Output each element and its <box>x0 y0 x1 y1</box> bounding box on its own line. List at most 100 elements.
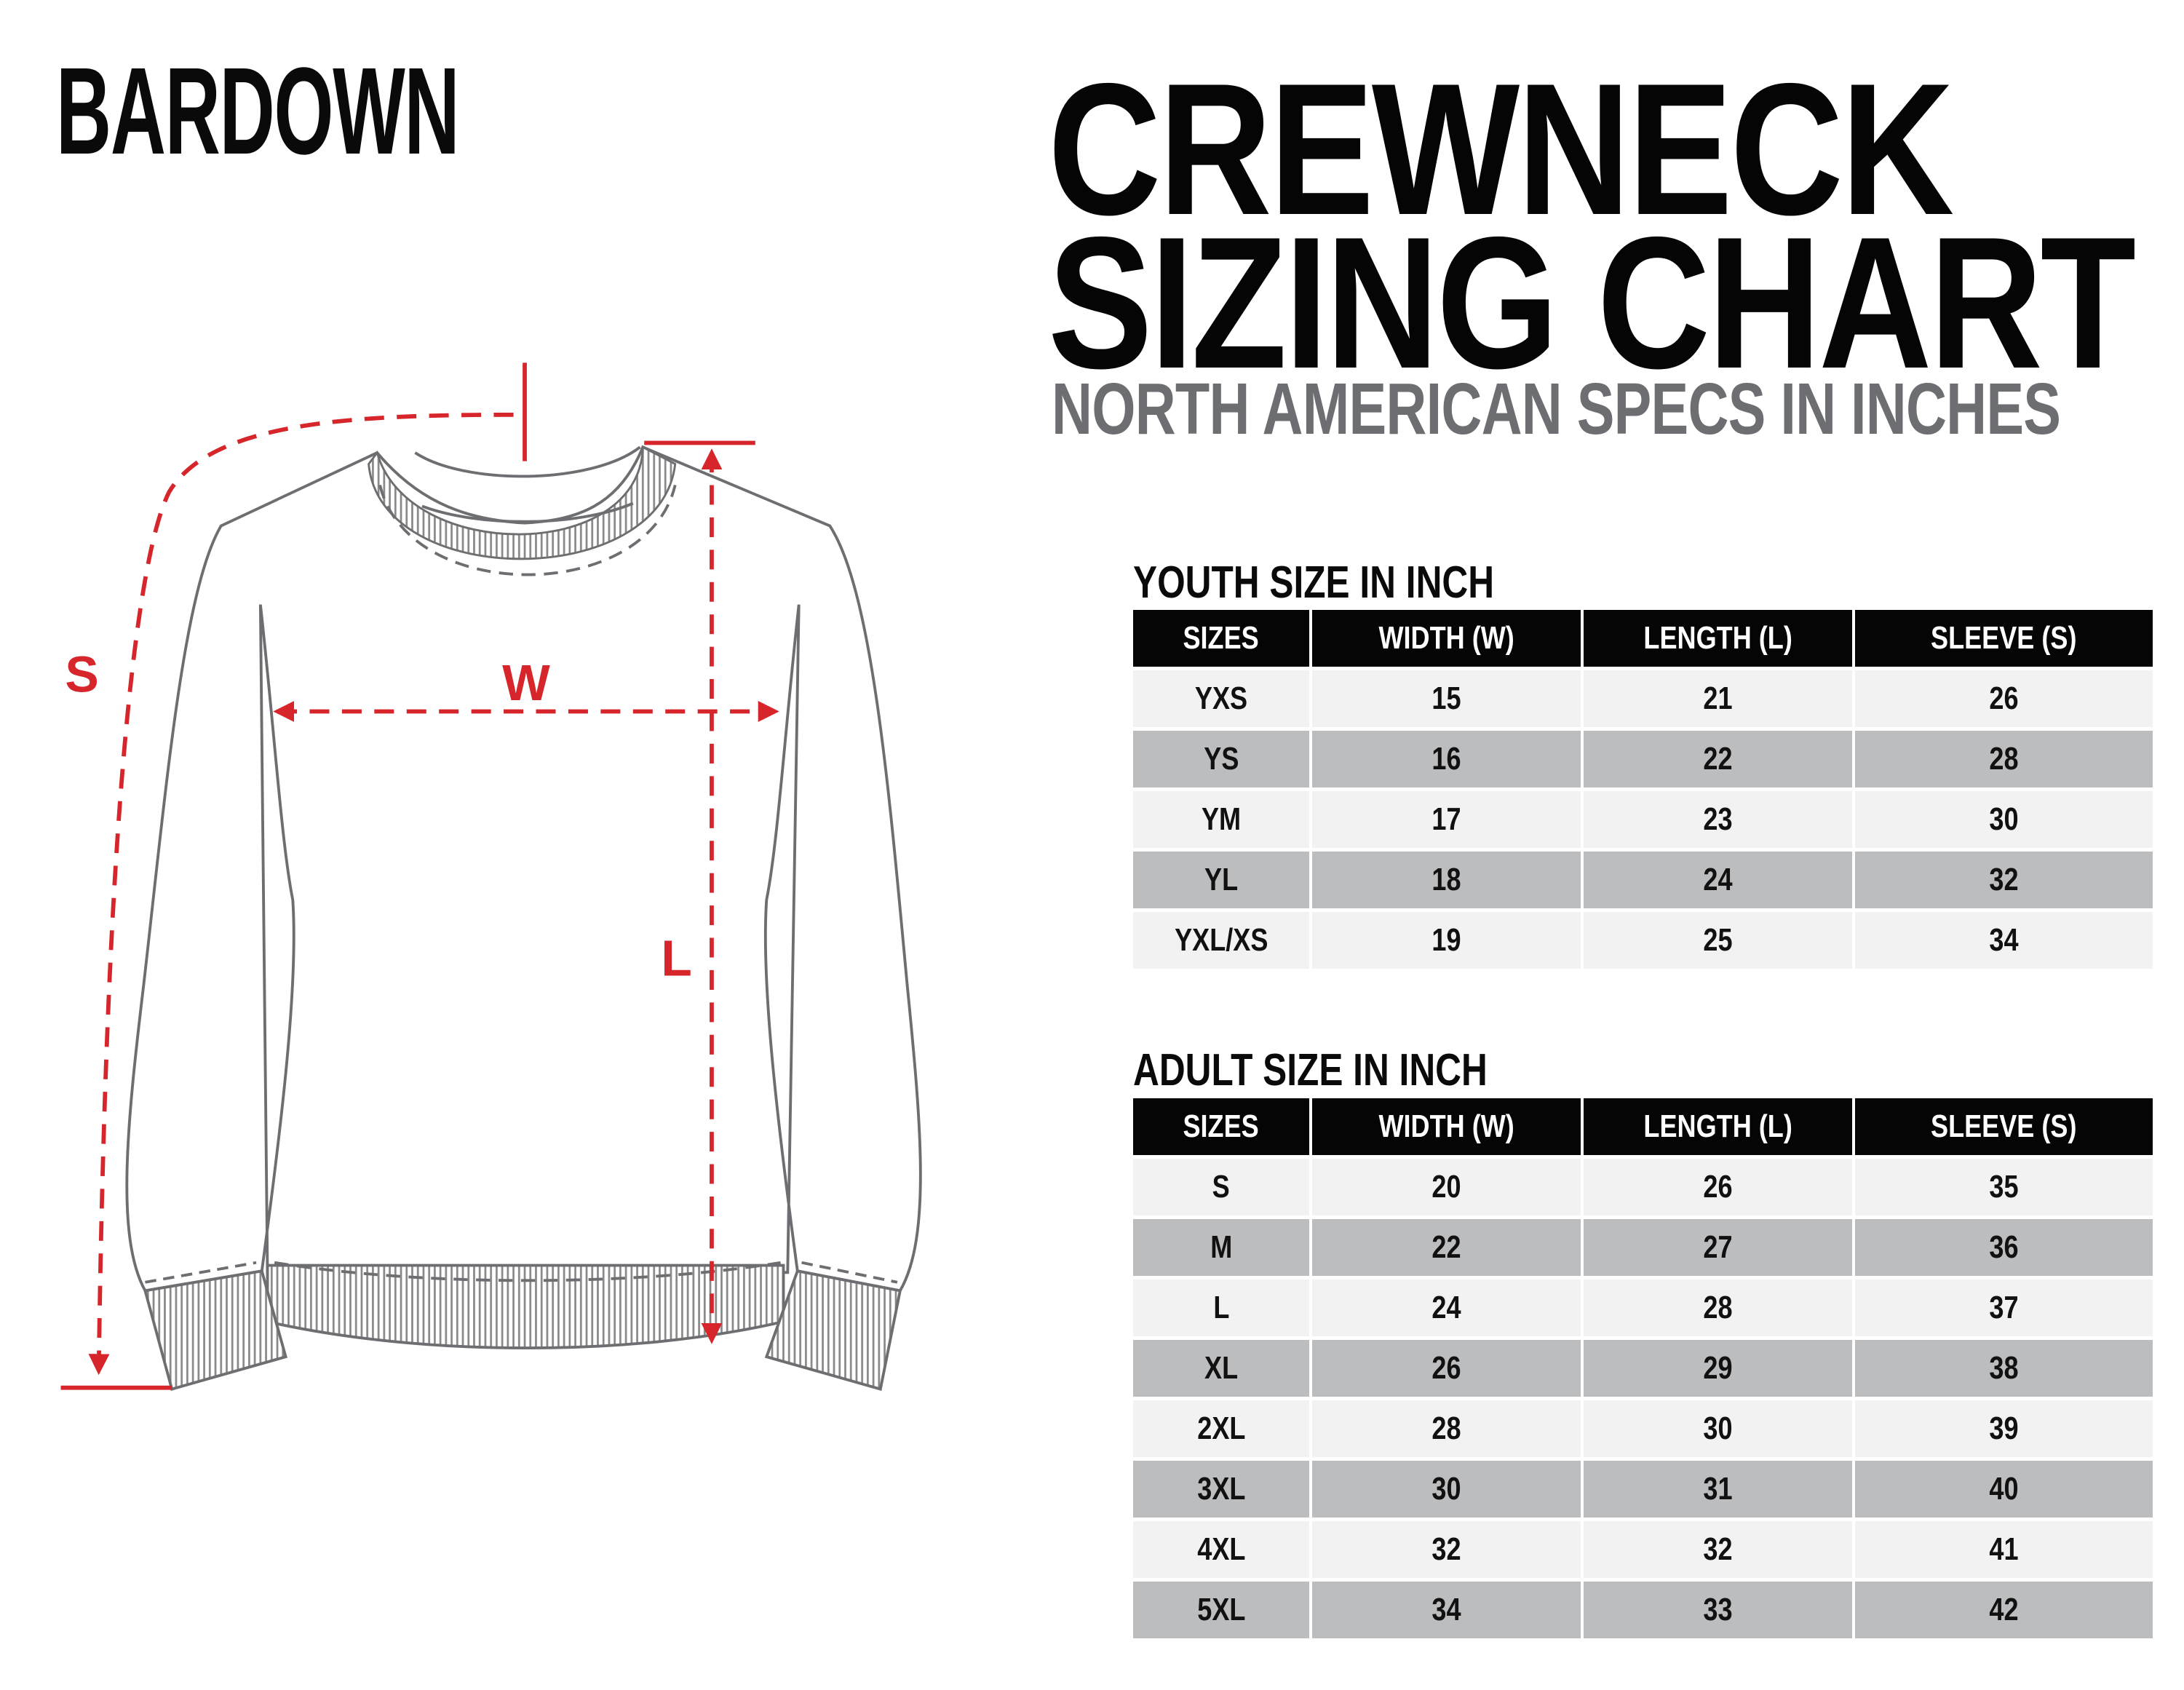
cell-value: 24 <box>1703 862 1733 897</box>
cell-value: 34 <box>1989 922 2019 958</box>
table-cell: 32 <box>1584 1521 1852 1578</box>
cell-value: 20 <box>1431 1169 1461 1205</box>
table-cell: YM <box>1133 791 1309 848</box>
cell-value: 30 <box>1703 1411 1733 1446</box>
table-cell: S <box>1133 1159 1309 1215</box>
cell-value: 15 <box>1431 681 1461 716</box>
table-cell: 26 <box>1312 1340 1581 1397</box>
measurement-lines <box>60 362 779 1390</box>
table-cell: 28 <box>1312 1400 1581 1457</box>
table-cell: 30 <box>1584 1400 1852 1457</box>
table-cell: 34 <box>1312 1582 1581 1638</box>
table-cell: 27 <box>1584 1219 1852 1276</box>
column-header: WIDTH (W) <box>1312 1098 1581 1155</box>
table-row: M 22 27 36 <box>1133 1219 2153 1276</box>
table-cell: 22 <box>1584 731 1852 788</box>
table-cell: 22 <box>1312 1219 1581 1276</box>
column-header: SLEEVE (S) <box>1855 610 2153 667</box>
table-header-row: SIZES WIDTH (W) LENGTH (L) SLEEVE (S) <box>1133 610 2153 667</box>
page-subtitle: NORTH AMERICAN SPECS IN INCHES <box>1052 368 2061 450</box>
table-cell: 30 <box>1855 791 2153 848</box>
cell-value: 22 <box>1703 741 1733 777</box>
cell-value: 16 <box>1431 741 1461 777</box>
cell-value: 42 <box>1989 1592 2019 1627</box>
table-cell: 42 <box>1855 1582 2153 1638</box>
column-header-label: LENGTH (L) <box>1643 1108 1792 1144</box>
table-cell: 40 <box>1855 1461 2153 1518</box>
cell-value: S <box>1212 1169 1231 1205</box>
cell-value: 38 <box>1989 1350 2019 1386</box>
table-cell: 39 <box>1855 1400 2153 1457</box>
table-cell: 28 <box>1855 731 2153 788</box>
table-cell: 25 <box>1584 912 1852 969</box>
cell-value: 18 <box>1431 862 1461 897</box>
table-cell: 5XL <box>1133 1582 1309 1638</box>
sleeve-measure-line <box>88 412 514 1376</box>
cell-value: 28 <box>1431 1411 1461 1446</box>
cell-value: 41 <box>1989 1531 2019 1567</box>
table-cell: 26 <box>1855 670 2153 727</box>
cell-value: 26 <box>1703 1169 1733 1205</box>
table-cell: 23 <box>1584 791 1852 848</box>
cell-value: 37 <box>1989 1290 2019 1325</box>
table-cell: 15 <box>1312 670 1581 727</box>
cell-value: 35 <box>1989 1169 2019 1205</box>
table-cell: M <box>1133 1219 1309 1276</box>
cell-value: 26 <box>1431 1350 1461 1386</box>
table-cell: 17 <box>1312 791 1581 848</box>
table-cell: 35 <box>1855 1159 2153 1215</box>
cell-value: M <box>1210 1229 1233 1265</box>
cell-value: YXS <box>1194 681 1248 716</box>
table-cell: L <box>1133 1280 1309 1336</box>
length-label: L <box>661 930 691 987</box>
table-cell: YS <box>1133 731 1309 788</box>
table-cell: 32 <box>1312 1521 1581 1578</box>
table-cell: 32 <box>1855 852 2153 908</box>
youth-table-title: YOUTH SIZE IN INCH <box>1133 558 1495 608</box>
table-cell: 28 <box>1584 1280 1852 1336</box>
table-cell: 36 <box>1855 1219 2153 1276</box>
cell-value: 25 <box>1703 922 1733 958</box>
column-header: SLEEVE (S) <box>1855 1098 2153 1155</box>
cell-value: 32 <box>1989 862 2019 897</box>
cell-value: 4XL <box>1196 1531 1246 1567</box>
cell-value: 31 <box>1703 1471 1733 1507</box>
cell-value: 27 <box>1703 1229 1733 1265</box>
sweater-outline <box>125 445 922 1392</box>
cell-value: 3XL <box>1196 1471 1246 1507</box>
cell-value: YXL/XS <box>1174 922 1268 958</box>
table-cell: 2XL <box>1133 1400 1309 1457</box>
table-row: S 20 26 35 <box>1133 1159 2153 1215</box>
adult-table-title: ADULT SIZE IN INCH <box>1133 1045 1488 1095</box>
table-row: 4XL 32 32 41 <box>1133 1521 2153 1578</box>
table-cell: 24 <box>1312 1280 1581 1336</box>
column-header: SIZES <box>1133 1098 1309 1155</box>
cell-value: YS <box>1203 741 1239 777</box>
column-header-label: SIZES <box>1183 620 1260 656</box>
youth-size-table: SIZES WIDTH (W) LENGTH (L) SLEEVE (S) YXS 15 2… <box>1130 606 2156 972</box>
cell-value: 28 <box>1703 1290 1733 1325</box>
table-row: 2XL 28 30 39 <box>1133 1400 2153 1457</box>
cell-value: 21 <box>1703 681 1733 716</box>
table-row: YM 17 23 30 <box>1133 791 2153 848</box>
page-title-line1: CREWNECK <box>1048 44 1954 254</box>
table-cell: 3XL <box>1133 1461 1309 1518</box>
table-cell: 29 <box>1584 1340 1852 1397</box>
column-header-label: WIDTH (W) <box>1378 620 1514 656</box>
cell-value: 30 <box>1431 1471 1461 1507</box>
table-row: YXS 15 21 26 <box>1133 670 2153 727</box>
table-cell: 30 <box>1312 1461 1581 1518</box>
cell-value: 32 <box>1703 1531 1733 1567</box>
table-cell: 33 <box>1584 1582 1852 1638</box>
cell-value: 40 <box>1989 1471 2019 1507</box>
cell-value: YL <box>1204 862 1239 897</box>
table-cell: YXL/XS <box>1133 912 1309 969</box>
width-label: W <box>502 654 550 711</box>
brand-logo: BARDOWN <box>56 42 460 180</box>
table-cell: YL <box>1133 852 1309 908</box>
table-cell: 4XL <box>1133 1521 1309 1578</box>
table-cell: 18 <box>1312 852 1581 908</box>
cell-value: 24 <box>1431 1290 1461 1325</box>
table-cell: 21 <box>1584 670 1852 727</box>
table-cell: 34 <box>1855 912 2153 969</box>
